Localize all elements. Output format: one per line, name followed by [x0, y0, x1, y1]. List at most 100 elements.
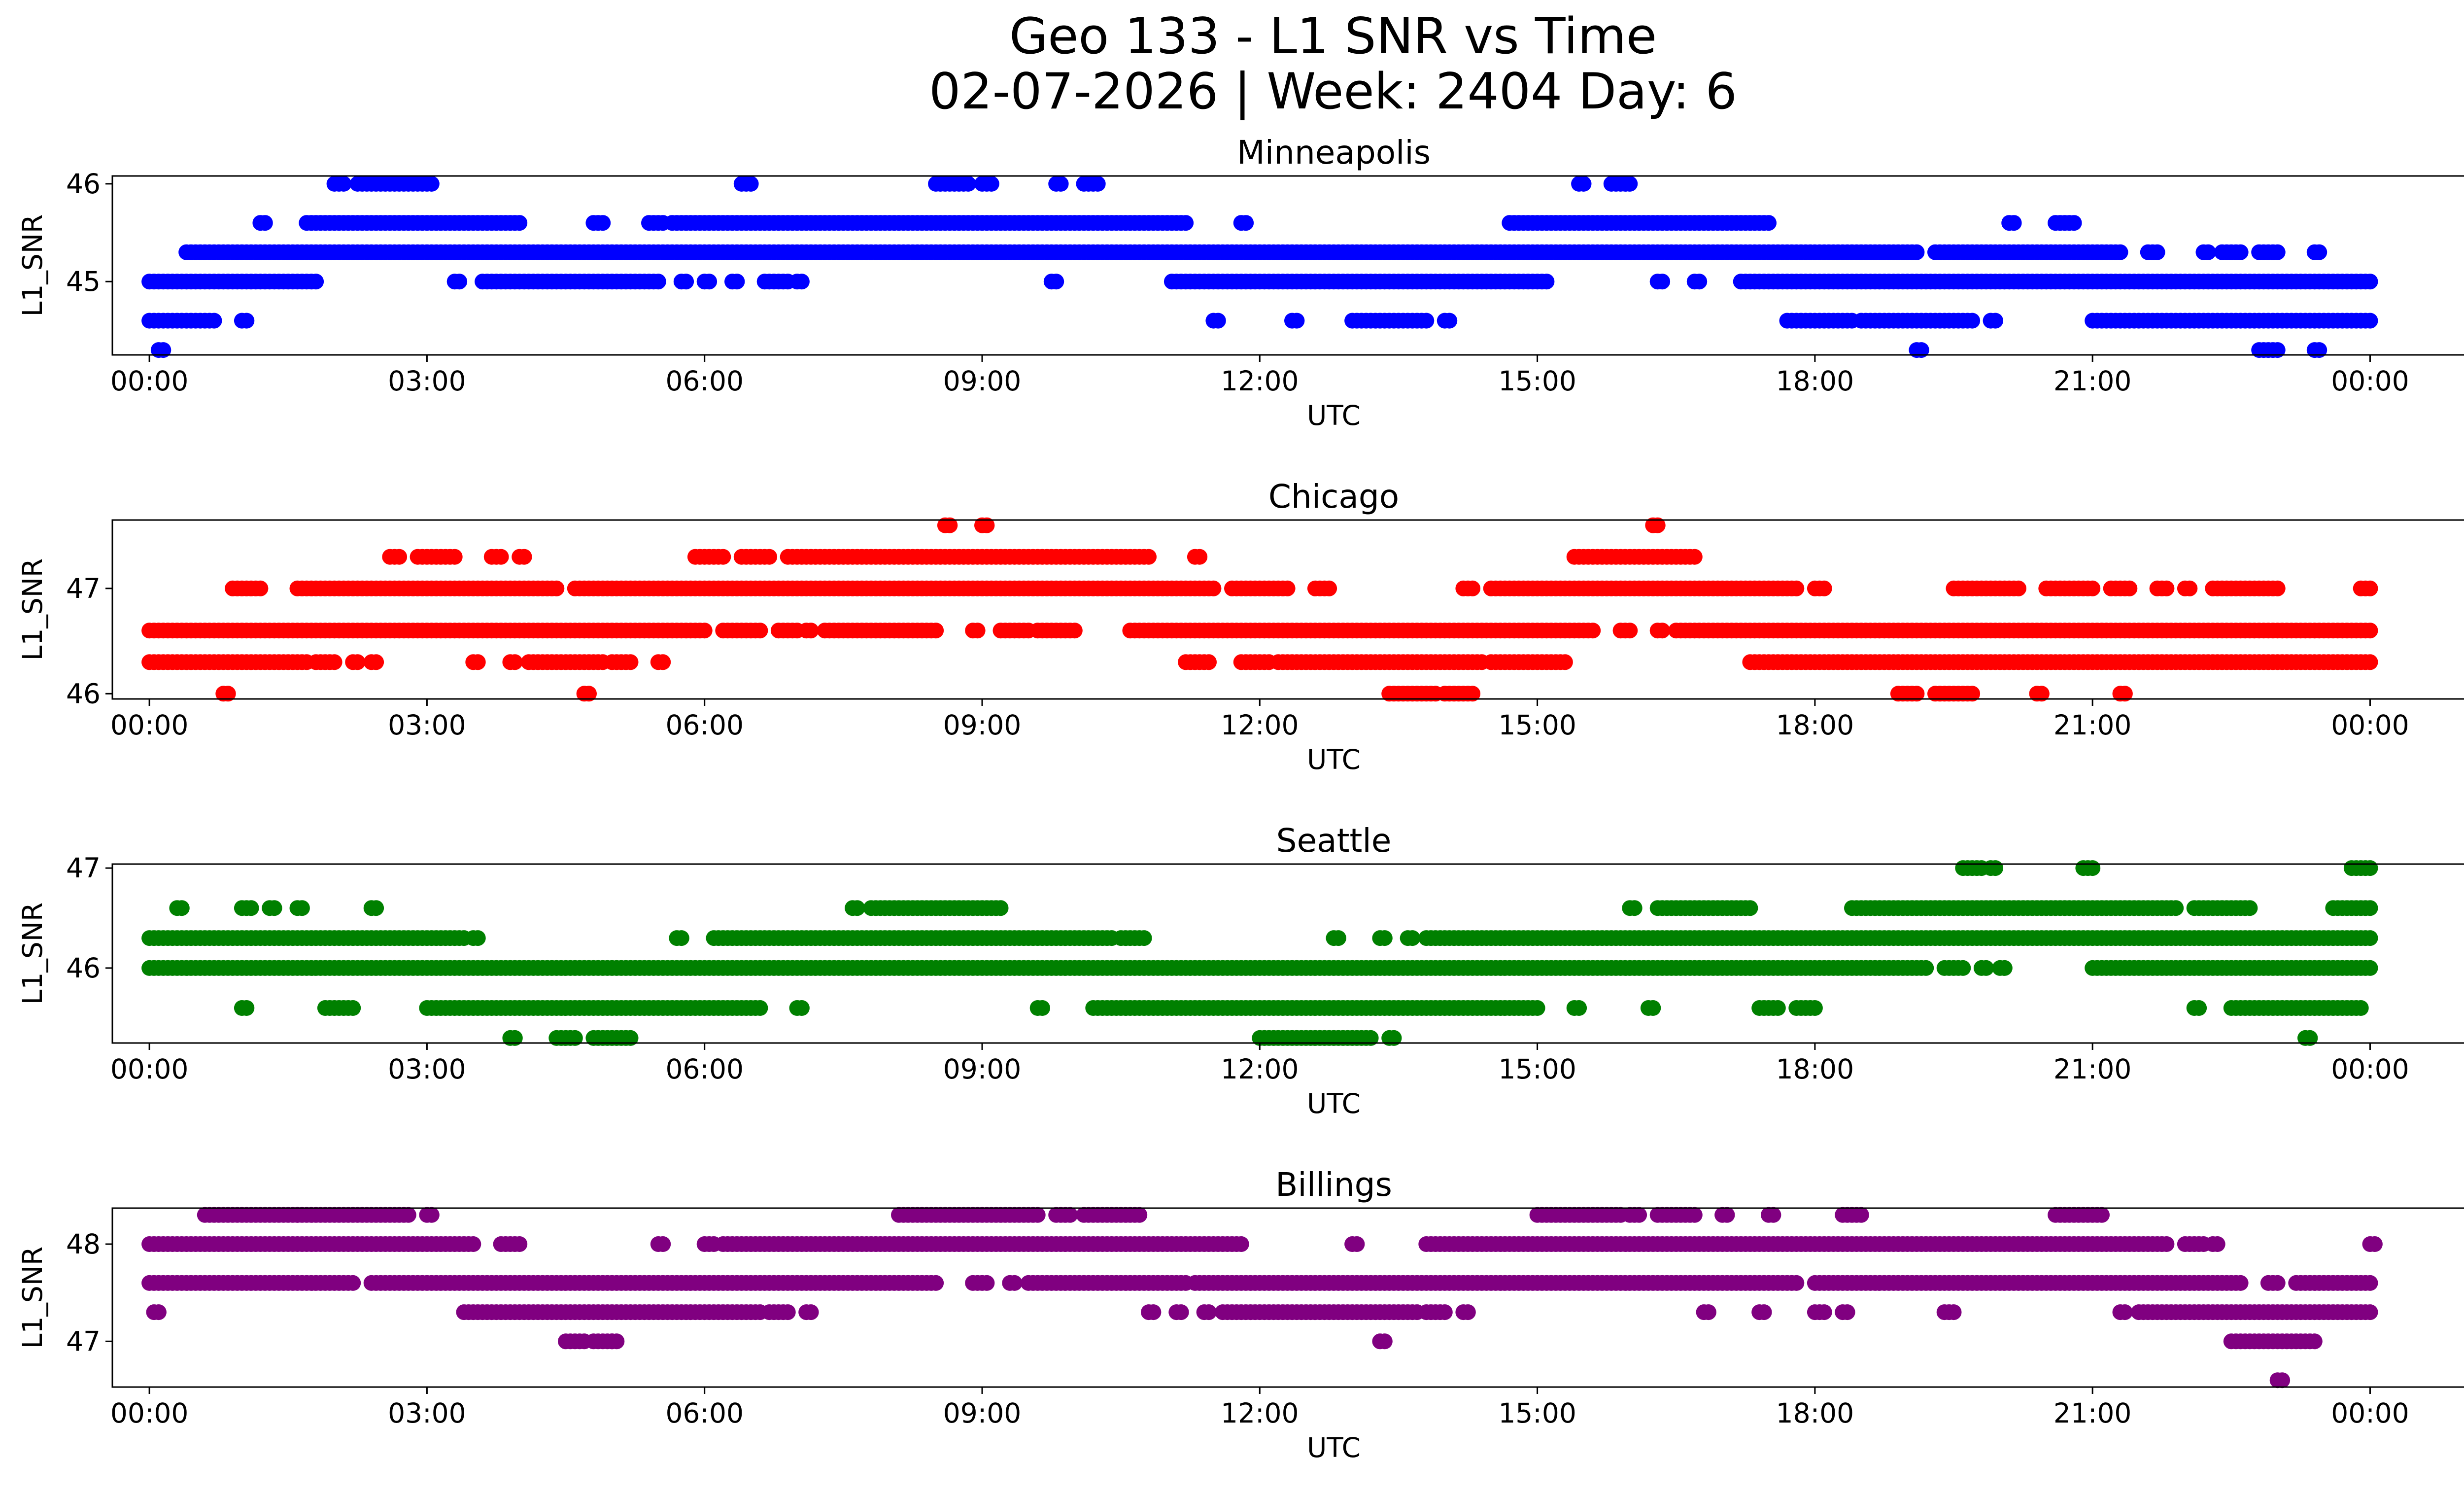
data-point: [368, 654, 384, 670]
data-point: [470, 654, 486, 670]
data-point: [1964, 313, 1981, 329]
data-point: [2112, 244, 2128, 260]
x-tick-label: 15:00: [1498, 709, 1576, 741]
data-point: [849, 900, 865, 916]
data-point: [780, 1304, 796, 1321]
data-point: [1460, 1304, 1476, 1321]
x-tick-label: 00:00: [2331, 365, 2409, 397]
data-point: [673, 930, 689, 946]
data-point: [1053, 175, 1069, 192]
data-point: [326, 654, 342, 670]
data-point: [992, 900, 1009, 916]
data-point: [391, 549, 408, 565]
figure-title: Geo 133 - L1 SNR vs Time: [1009, 7, 1657, 65]
data-point: [1955, 960, 1971, 976]
snr-level-45.6: [234, 1000, 2369, 1016]
data-point: [650, 274, 666, 290]
x-tick-label: 18:00: [1776, 1053, 1854, 1085]
data-point: [696, 623, 713, 639]
data-point: [2353, 1000, 2369, 1016]
data-point: [206, 313, 222, 329]
data-point: [2117, 686, 2133, 702]
x-tick-label: 09:00: [943, 365, 1022, 397]
data-point: [1034, 1000, 1050, 1016]
x-tick-label: 15:00: [1498, 1053, 1576, 1085]
data-point: [512, 215, 528, 231]
data-point: [2168, 900, 2184, 916]
snr-level-48: [141, 1236, 2383, 1252]
data-point: [423, 1207, 440, 1223]
data-point: [368, 900, 384, 916]
data-point: [507, 1030, 523, 1046]
data-point: [155, 342, 171, 358]
data-point: [2362, 960, 2378, 976]
data-point: [1913, 342, 1929, 358]
data-point: [1048, 274, 1064, 290]
snr-level-45.3: [502, 1030, 2318, 1046]
data-point: [150, 1304, 167, 1321]
data-point: [1539, 274, 1555, 290]
x-tick-label: 00:00: [110, 365, 189, 397]
snr-level-46.6: [169, 900, 2378, 916]
data-point: [2311, 244, 2327, 260]
data-point: [803, 623, 819, 639]
y-tick-label: 45: [66, 266, 101, 297]
x-tick-label: 03:00: [388, 1053, 466, 1085]
data-point: [803, 1304, 819, 1321]
data-point: [1330, 930, 1346, 946]
data-point: [1066, 623, 1083, 639]
data-point: [960, 175, 976, 192]
data-point: [2200, 244, 2216, 260]
x-tick-label: 03:00: [388, 365, 466, 397]
data-point: [2269, 342, 2286, 358]
x-tick-label: 06:00: [665, 365, 744, 397]
data-point: [793, 274, 810, 290]
data-point: [1437, 1304, 1453, 1321]
data-point: [1141, 549, 1157, 565]
data-point: [715, 549, 731, 565]
y-tick-label: 46: [66, 168, 101, 200]
data-point: [581, 686, 597, 702]
data-point: [220, 686, 236, 702]
y-axis-label: L1_SNR: [17, 558, 48, 661]
x-tick-label: 06:00: [665, 1053, 744, 1085]
x-axis-label: UTC: [1307, 400, 1361, 431]
data-point: [979, 1275, 995, 1291]
data-point: [1465, 686, 1481, 702]
data-point: [1376, 930, 1393, 946]
series-points: [141, 175, 2378, 358]
data-point: [678, 274, 694, 290]
snr-level-46: [215, 686, 2133, 702]
data-point: [1557, 654, 1573, 670]
data-point: [400, 1207, 416, 1223]
data-point: [1918, 960, 1934, 976]
y-tick-label: 47: [66, 573, 101, 604]
data-point: [2085, 580, 2101, 596]
data-point: [1909, 244, 1925, 260]
data-point: [928, 1275, 944, 1291]
data-point: [2362, 860, 2378, 876]
data-point: [1626, 900, 1643, 916]
data-point: [349, 654, 366, 670]
snr-level-46.3: [141, 930, 2378, 946]
data-point: [423, 175, 440, 192]
subplot-title: Seattle: [1276, 822, 1392, 860]
data-point: [1062, 1207, 1078, 1223]
snr-level-48.3: [197, 1207, 2110, 1223]
snr-level-47: [225, 580, 2378, 596]
subplot-title: Billings: [1275, 1166, 1392, 1204]
data-point: [1192, 549, 1208, 565]
x-tick-label: 12:00: [1221, 709, 1299, 741]
series-points: [141, 517, 2378, 702]
axes-frame: [111, 519, 2464, 700]
data-point: [465, 1236, 481, 1252]
data-point: [1742, 900, 1758, 916]
x-tick-label: 00:00: [2331, 709, 2409, 741]
data-point: [266, 900, 282, 916]
y-tick-label: 46: [66, 952, 101, 984]
data-point: [622, 1030, 639, 1046]
data-point: [1654, 623, 1671, 639]
x-tick-label: 06:00: [665, 709, 744, 741]
